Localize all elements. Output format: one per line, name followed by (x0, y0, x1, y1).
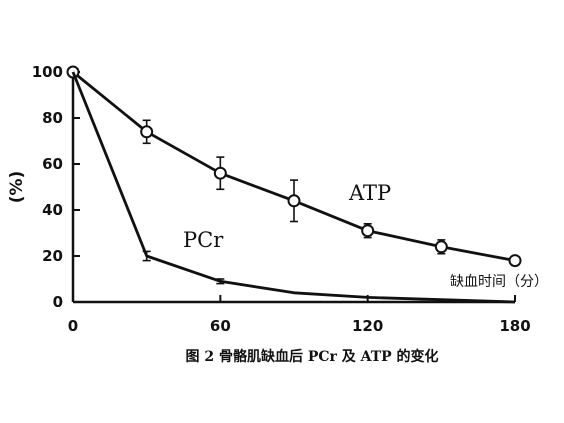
figure-caption: 图 2 骨骼肌缺血后 PCr 及 ATP 的变化 (185, 348, 438, 365)
axes: 0 20 40 60 80 100 0 60 120 180 (32, 63, 531, 335)
data-point-atp (508, 254, 522, 268)
series-label-atp: ATP (348, 181, 391, 205)
y-tick-label: 80 (42, 109, 63, 127)
error-bar-pcr (216, 278, 225, 285)
y-axis-label: (%) (7, 171, 27, 204)
series-atp (66, 65, 522, 268)
data-point-atp (361, 224, 375, 238)
x-tick-label: 120 (352, 317, 383, 335)
series-line-atp (72, 70, 516, 262)
y-tick-label: 60 (42, 155, 63, 173)
data-point-atp (140, 125, 154, 139)
series-layer (66, 65, 522, 304)
y-tick-label: 100 (32, 63, 63, 81)
data-point-atp (213, 166, 227, 180)
x-tick-label: 180 (499, 317, 530, 335)
y-ticks: 0 20 40 60 80 100 (32, 63, 80, 311)
data-point-atp (287, 194, 301, 208)
series-label-pcr: PCr (183, 228, 224, 252)
y-tick-label: 20 (42, 247, 63, 265)
x-tick-label: 60 (210, 317, 231, 335)
series-pcr (71, 71, 516, 304)
y-tick-label: 0 (53, 293, 63, 311)
x-ticks: 0 60 120 180 (68, 295, 531, 335)
y-tick-label: 40 (42, 201, 63, 219)
error-bar-pcr (142, 250, 151, 262)
data-point-atp (434, 240, 448, 254)
x-tick-label: 0 (68, 317, 78, 335)
x-axis-label: 缺血时间（分） (450, 274, 548, 290)
